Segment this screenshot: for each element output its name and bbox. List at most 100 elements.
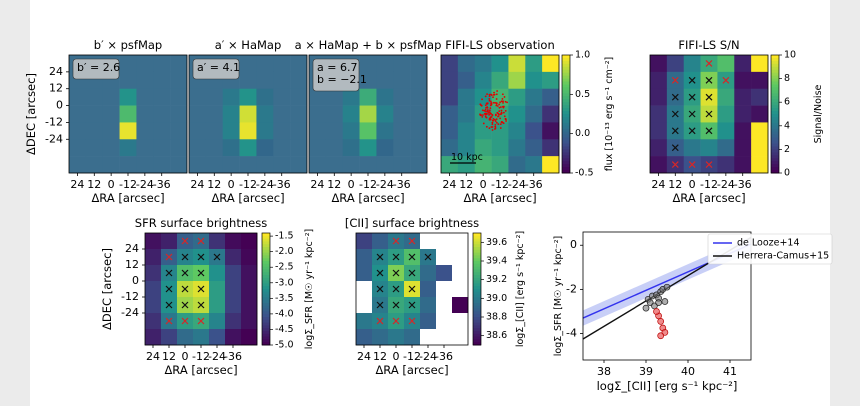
sfr-cross-marker: [165, 317, 173, 325]
sn-cell: [734, 88, 752, 106]
fifi-emission-point: [485, 125, 488, 128]
scatter-ylabel: logΣ_SFR [M☉ yr⁻¹ kpc⁻²]: [553, 236, 564, 356]
combo-xlabel: ΔRA [arcsec]: [331, 191, 404, 205]
hamap-cell: [290, 156, 308, 174]
cii-cell: [436, 233, 453, 250]
cii-cell: [372, 329, 389, 346]
fifi-emission-point: [497, 115, 499, 118]
psfmap-cell: [85, 139, 104, 157]
sn-colorbar-strip: [771, 167, 779, 171]
sn-cell: [666, 55, 685, 73]
sfr-colorbar-strip: [262, 238, 270, 242]
fifi-cell: [474, 122, 492, 140]
psfmap-cell: [69, 105, 87, 123]
hamap-cell: [273, 55, 291, 73]
cii-cell: [356, 281, 373, 298]
fifi-cell: [508, 139, 526, 157]
psfmap-cell: [119, 105, 137, 123]
cii-cell: [436, 265, 453, 282]
scatter-xtick-label: 38: [597, 365, 611, 378]
sn-colorbar-strip: [771, 161, 779, 165]
fifi-emission-point: [498, 106, 501, 109]
sn-cell: [650, 88, 668, 106]
sn-colorbar-strip: [771, 170, 779, 174]
sfr-colorbar-strip: [262, 336, 270, 340]
fifi-emission-point: [498, 110, 501, 113]
fifi-colorbar-tick-label: -0.5: [575, 168, 594, 179]
fifi-colorbar-strip: [562, 66, 570, 71]
cii-cross-marker: [392, 317, 400, 325]
psfmap-xtick-label: 24: [70, 178, 84, 191]
fifi-emission-point: [499, 127, 502, 129]
fifi-emission-point: [503, 96, 506, 98]
fifi-cell: [491, 71, 509, 90]
fifi-emission-point: [484, 108, 487, 111]
sfr-cross-marker: [165, 285, 173, 293]
psfmap-ytick-label: -12: [45, 115, 63, 128]
psfmap-cell: [119, 139, 137, 157]
fifi-emission-point: [495, 102, 498, 104]
sfr-xtick-label: 12: [162, 350, 176, 363]
fifi-colorbar-strip: [562, 75, 570, 80]
hamap-cell: [222, 122, 240, 140]
scatter-point-red: [657, 318, 665, 325]
sfr-colorbar-strip: [262, 294, 270, 298]
combo-xtick-label: 24: [310, 178, 324, 191]
fifi-cell: [474, 156, 492, 174]
fifi-emission-point: [486, 106, 489, 109]
sfr-colorbar-strip: [262, 277, 270, 282]
sfr-colorbar-strip: [262, 263, 270, 268]
fifi-emission-point: [499, 101, 501, 104]
sfr-colorbar-strip: [262, 241, 270, 245]
sn-xlabel: ΔRA [arcsec]: [672, 191, 745, 205]
sn-colorbar-tick-label: 6: [784, 97, 790, 108]
psfmap-cell: [102, 122, 120, 140]
sfr-cell: [209, 233, 226, 250]
cii-cell: [420, 265, 437, 282]
fifi-colorbar-strip: [562, 72, 570, 77]
sfr-colorbar-strip: [262, 272, 270, 276]
sn-cell: [650, 55, 668, 73]
fifi-emission-point: [491, 121, 494, 124]
psfmap-cell: [69, 156, 87, 174]
sn-colorbar-tick-label: 8: [784, 73, 790, 84]
fifi-cell: [441, 156, 459, 174]
psfmap-cell: [136, 122, 154, 140]
fifi-cell: [508, 55, 526, 73]
cii-colorbar-strip: [473, 319, 481, 324]
psfmap-cell: [153, 156, 171, 174]
fifi-colorbar: 1.0 0.5 0.0 -0.5 flux [10⁻¹³ erg s⁻¹ cm⁻²]: [561, 50, 615, 179]
cii-cross-marker: [392, 269, 400, 277]
fifi-cell: [491, 156, 509, 174]
sfr-title: SFR surface brightness: [135, 216, 267, 230]
combo-cell: [325, 105, 344, 123]
sn-colorbar-strip: [771, 125, 779, 130]
fifi-emission-point: [482, 122, 485, 125]
hamap-xtick-label: 24: [190, 178, 204, 191]
hamap-cell: [239, 55, 257, 73]
fifi-cell: [508, 122, 526, 140]
fifi-cell: [491, 88, 509, 106]
cii-cell: [356, 329, 373, 346]
sfr-colorbar-tick-label: -4.0: [275, 308, 294, 319]
sn-cross-marker: [688, 161, 696, 168]
sn-cell: [751, 88, 769, 106]
hamap-xtick-label: 12: [207, 178, 221, 191]
sn-colorbar-strip: [771, 158, 779, 162]
psfmap-cell: [85, 88, 104, 106]
scatter-ytick-label: -4: [566, 327, 577, 340]
cii-xtick-label: -36: [435, 350, 453, 363]
hamap-cell: [256, 71, 274, 90]
fifi-colorbar-tick-label: 1.0: [575, 50, 590, 61]
sn-colorbar-strip: [771, 152, 779, 156]
psfmap-xtick-label: 12: [87, 178, 101, 191]
combo-cell: [359, 139, 377, 157]
hamap-cell: [256, 122, 274, 140]
cii-xtick-label: 24: [357, 350, 371, 363]
cii-colorbar-strip: [473, 252, 481, 256]
cii-colorbar-strip: [473, 266, 481, 270]
cii-colorbar-strip: [473, 261, 481, 265]
sn-xtick-label: 0: [689, 178, 696, 191]
hamap-xlabel: ΔRA [arcsec]: [211, 191, 284, 205]
